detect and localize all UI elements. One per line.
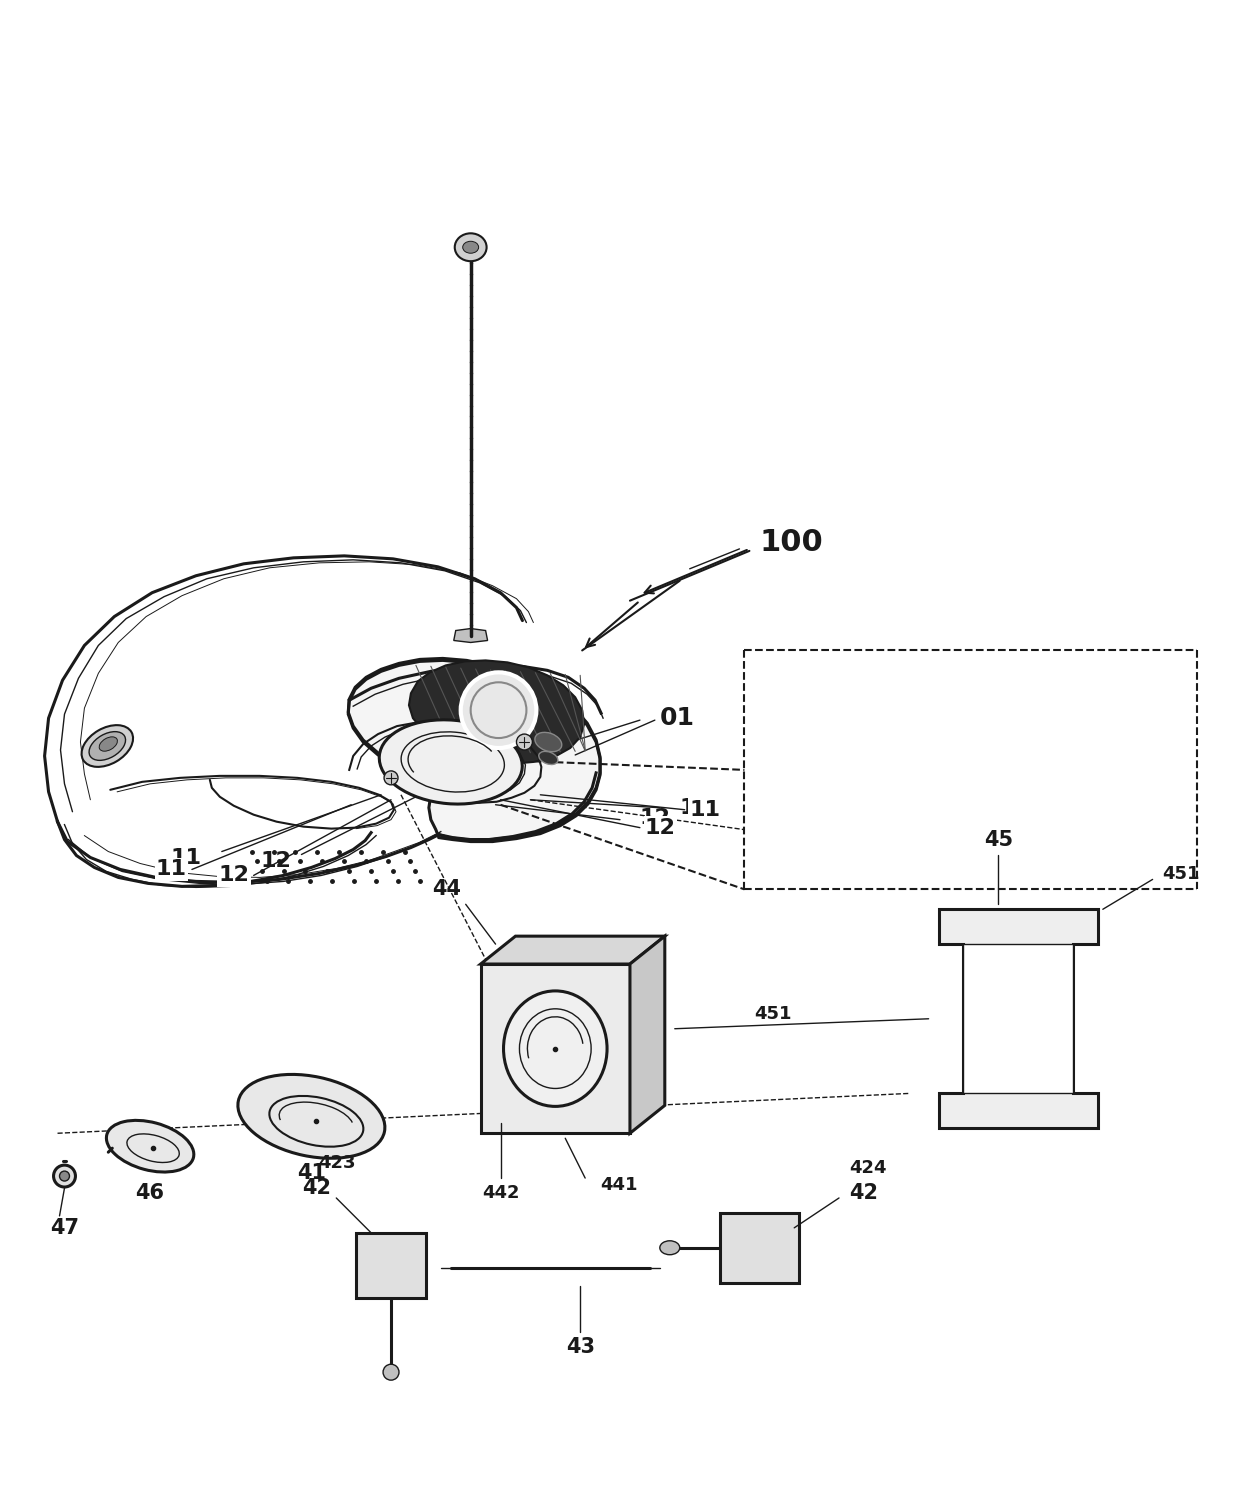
Text: 11: 11: [689, 800, 720, 819]
Text: 11: 11: [171, 848, 202, 867]
Text: 100: 100: [759, 528, 823, 558]
Text: 41: 41: [296, 1163, 326, 1183]
Text: 42: 42: [303, 1178, 331, 1197]
Text: 43: 43: [565, 1338, 595, 1357]
Text: 451: 451: [754, 1005, 791, 1023]
Text: 45: 45: [983, 830, 1013, 849]
Ellipse shape: [107, 1120, 193, 1172]
Text: 12: 12: [640, 807, 671, 828]
Ellipse shape: [660, 1241, 680, 1254]
Text: 44: 44: [432, 879, 461, 900]
Polygon shape: [963, 945, 1073, 1093]
Ellipse shape: [463, 241, 479, 253]
Text: 451: 451: [1163, 866, 1200, 884]
Ellipse shape: [82, 725, 133, 767]
Text: 11: 11: [680, 798, 711, 818]
Text: 46: 46: [135, 1183, 165, 1203]
Ellipse shape: [238, 1075, 384, 1159]
Text: 47: 47: [51, 1218, 79, 1238]
Ellipse shape: [534, 733, 562, 752]
Ellipse shape: [538, 752, 558, 764]
Text: 42: 42: [849, 1183, 878, 1203]
Polygon shape: [939, 909, 1097, 1129]
Polygon shape: [481, 964, 630, 1133]
Text: 442: 442: [482, 1184, 520, 1202]
Text: 12: 12: [218, 866, 249, 885]
Text: 12: 12: [645, 818, 676, 837]
Polygon shape: [454, 628, 487, 643]
Ellipse shape: [89, 731, 125, 761]
Ellipse shape: [503, 991, 608, 1106]
Text: 11: 11: [156, 860, 187, 879]
Ellipse shape: [461, 673, 537, 748]
Polygon shape: [409, 661, 584, 764]
Polygon shape: [356, 1233, 425, 1298]
Ellipse shape: [455, 233, 486, 262]
Text: 424: 424: [849, 1159, 887, 1177]
Ellipse shape: [379, 719, 522, 804]
Polygon shape: [348, 661, 600, 842]
Ellipse shape: [517, 734, 532, 750]
Polygon shape: [481, 936, 665, 964]
Text: 100: 100: [754, 526, 818, 556]
Ellipse shape: [384, 771, 398, 785]
Polygon shape: [719, 1212, 800, 1283]
Text: 01: 01: [660, 706, 694, 730]
Ellipse shape: [53, 1165, 76, 1187]
Text: 441: 441: [600, 1177, 637, 1195]
Text: 01: 01: [660, 706, 694, 730]
Ellipse shape: [99, 737, 118, 750]
Text: 12: 12: [260, 852, 291, 872]
Ellipse shape: [60, 1171, 69, 1181]
Text: 423: 423: [319, 1154, 356, 1172]
Polygon shape: [630, 936, 665, 1133]
Ellipse shape: [383, 1365, 399, 1380]
